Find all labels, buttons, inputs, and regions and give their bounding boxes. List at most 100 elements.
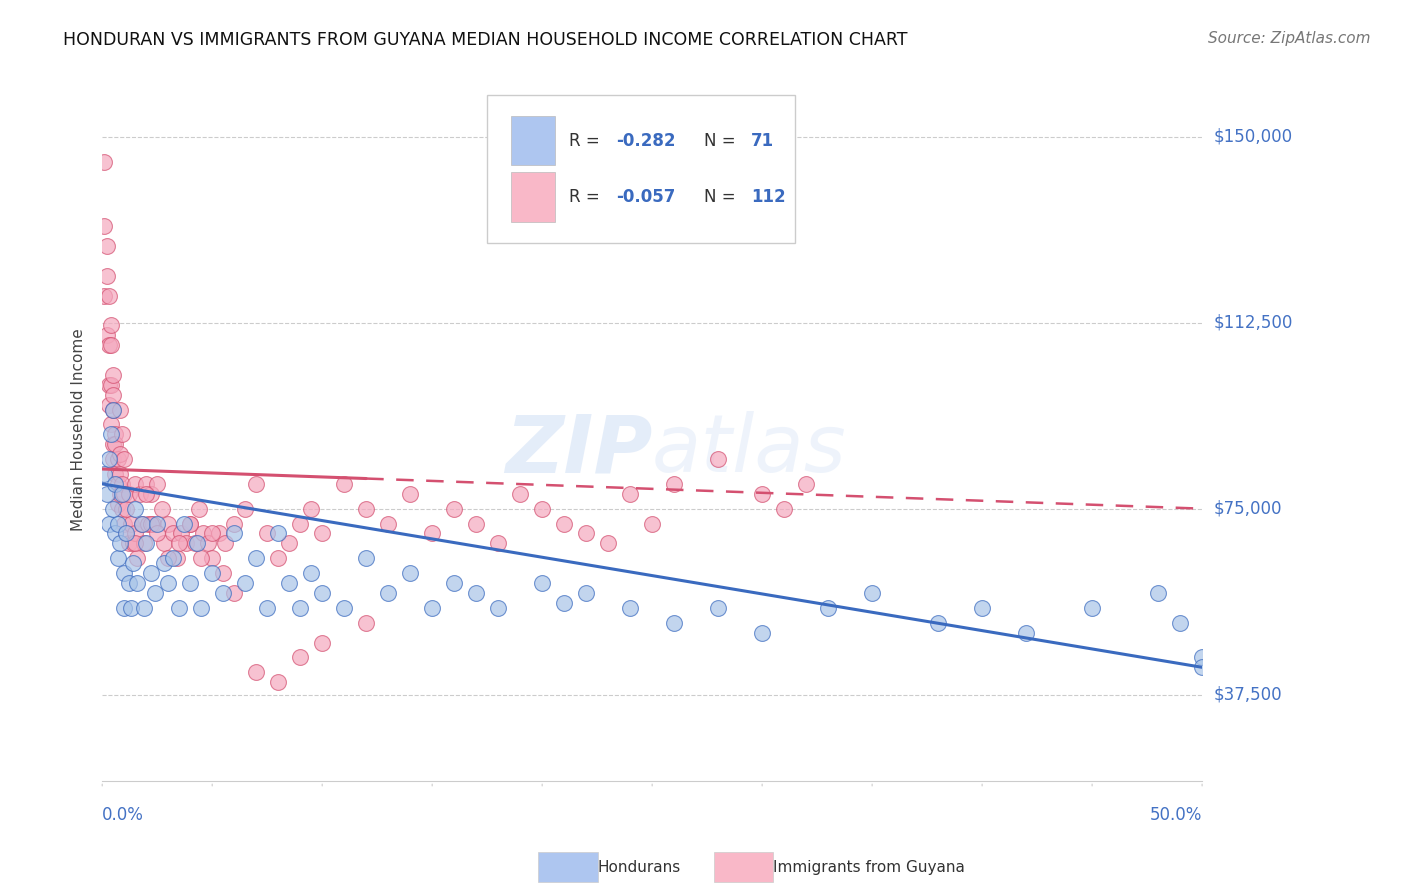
- Bar: [512, 116, 555, 165]
- Point: [443, 501, 465, 516]
- Point: [97, 398, 120, 412]
- Text: Hondurans: Hondurans: [598, 860, 681, 874]
- Point: [108, 402, 131, 417]
- Point: [120, 600, 142, 615]
- Point: [96, 239, 118, 253]
- Point: [135, 487, 157, 501]
- Point: [1147, 586, 1170, 600]
- Point: [138, 516, 160, 531]
- Point: [190, 551, 212, 566]
- Point: [107, 516, 129, 531]
- Point: [174, 536, 197, 550]
- Point: [751, 487, 773, 501]
- Point: [193, 526, 215, 541]
- Point: [157, 551, 180, 566]
- Point: [575, 586, 598, 600]
- Point: [794, 476, 817, 491]
- Point: [553, 596, 575, 610]
- Text: $37,500: $37,500: [1213, 686, 1282, 704]
- Point: [299, 566, 322, 581]
- Point: [104, 467, 127, 481]
- Point: [100, 427, 122, 442]
- Point: [115, 526, 138, 541]
- Point: [598, 536, 620, 550]
- Point: [157, 576, 180, 591]
- Point: [103, 501, 125, 516]
- Point: [354, 615, 377, 630]
- Point: [112, 487, 135, 501]
- Point: [103, 437, 125, 451]
- Point: [420, 600, 443, 615]
- Point: [157, 516, 180, 531]
- Point: [103, 402, 125, 417]
- Point: [97, 338, 120, 352]
- Point: [135, 476, 157, 491]
- Point: [162, 551, 184, 566]
- Point: [112, 566, 135, 581]
- Point: [179, 516, 201, 531]
- Point: [465, 586, 488, 600]
- Text: 0.0%: 0.0%: [103, 806, 143, 824]
- Point: [107, 452, 129, 467]
- Point: [124, 501, 146, 516]
- Point: [108, 447, 131, 461]
- Point: [399, 566, 422, 581]
- Point: [197, 536, 219, 550]
- Point: [1081, 600, 1104, 615]
- Point: [773, 501, 796, 516]
- Point: [96, 328, 118, 343]
- Point: [509, 487, 531, 501]
- Point: [107, 497, 129, 511]
- Point: [97, 452, 120, 467]
- Point: [93, 288, 115, 302]
- Point: [139, 566, 162, 581]
- Text: R =: R =: [568, 188, 605, 206]
- Point: [267, 675, 290, 690]
- Point: [212, 586, 235, 600]
- Point: [233, 576, 256, 591]
- Point: [245, 665, 267, 680]
- Point: [751, 625, 773, 640]
- Point: [124, 526, 146, 541]
- Point: [420, 526, 443, 541]
- Text: 50.0%: 50.0%: [1150, 806, 1202, 824]
- Point: [399, 487, 422, 501]
- Point: [173, 516, 195, 531]
- Point: [486, 600, 509, 615]
- Point: [179, 516, 201, 531]
- Point: [531, 576, 554, 591]
- Point: [377, 516, 399, 531]
- Point: [166, 551, 188, 566]
- Point: [256, 600, 278, 615]
- Point: [103, 387, 125, 401]
- Point: [465, 516, 488, 531]
- Point: [208, 526, 231, 541]
- Point: [124, 476, 146, 491]
- Point: [1191, 650, 1213, 665]
- Point: [245, 551, 267, 566]
- Point: [146, 476, 169, 491]
- Point: [333, 476, 356, 491]
- Point: [131, 516, 153, 531]
- Point: [131, 516, 153, 531]
- Point: [146, 526, 169, 541]
- Point: [290, 516, 312, 531]
- Point: [111, 487, 134, 501]
- Point: [333, 600, 356, 615]
- Text: N =: N =: [704, 188, 741, 206]
- Point: [132, 600, 155, 615]
- Point: [531, 501, 554, 516]
- Point: [93, 154, 115, 169]
- Point: [267, 526, 290, 541]
- Point: [108, 536, 131, 550]
- Point: [100, 377, 122, 392]
- Point: [115, 526, 138, 541]
- Point: [186, 536, 208, 550]
- Point: [104, 526, 127, 541]
- Point: [707, 452, 730, 467]
- Point: [201, 526, 224, 541]
- Point: [553, 516, 575, 531]
- Point: [212, 566, 235, 581]
- Point: [93, 219, 115, 234]
- Point: [112, 516, 135, 531]
